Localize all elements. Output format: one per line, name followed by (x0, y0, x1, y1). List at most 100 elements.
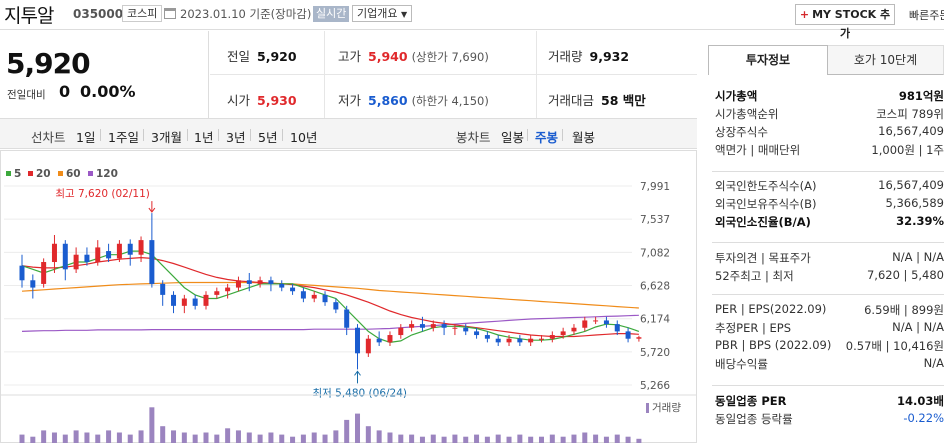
period-3y[interactable]: 3년 (226, 130, 246, 145)
info-label: PER | EPS(2022.09) (715, 302, 827, 316)
volume-bar (116, 432, 122, 443)
divider (187, 129, 188, 141)
change-value: 0 (59, 82, 71, 101)
current-price-box: 5,920 전일대비 0 0.00% (0, 31, 209, 118)
candle-body (138, 240, 144, 255)
info-value: 32.39% (896, 214, 944, 228)
volume-bar (430, 434, 436, 443)
divider (712, 385, 944, 386)
info-value: 6.59배 | 899원 (864, 303, 944, 317)
candle-daily[interactable]: 일봉 (501, 130, 525, 145)
tab-order-book[interactable]: 호가 10단계 (828, 45, 944, 75)
info-row: 52주최고 | 최저 7,620 | 5,480 (712, 267, 944, 285)
volume-bar (19, 434, 25, 443)
y-tick-label: 7,082 (640, 247, 670, 259)
candle-body (495, 338, 501, 343)
change-label: 전일대비 (7, 89, 46, 101)
add-mystock-button[interactable]: + MY STOCK 추가 (795, 4, 895, 40)
candle-body (84, 254, 90, 263)
divider (250, 129, 251, 141)
volume-bar (149, 407, 155, 443)
volume-bar (171, 430, 177, 443)
candle-body (463, 327, 469, 332)
low-arrow-head (354, 370, 361, 376)
y-tick-label: 7,537 (640, 214, 670, 226)
candle-body (51, 243, 57, 263)
realtime-button[interactable]: 실시간 (313, 6, 350, 22)
info-label: 추정PER | EPS (715, 321, 792, 335)
candle-body (268, 280, 274, 284)
divider (100, 129, 101, 141)
info-label: PBR | BPS (2022.09) (715, 338, 832, 352)
candle-body (160, 283, 166, 295)
chart-period-bar: 선차트 1일 1주일 3개월 1년 3년 5년 10년 봉차트 일봉 주봉 월봉 (0, 118, 697, 149)
candle-body (398, 327, 404, 336)
candle-body (225, 287, 231, 292)
info-value: N/A (923, 356, 944, 370)
divider (210, 74, 697, 75)
volume-bar (603, 436, 609, 443)
stock-name: 지투알 (4, 5, 54, 27)
period-1y[interactable]: 1년 (194, 130, 214, 145)
candle-body (636, 337, 642, 339)
candle-body (235, 280, 241, 288)
info-value: -0.22% (903, 411, 944, 425)
volume-bar (41, 430, 47, 443)
quick-order-link[interactable]: 빠른주문 (909, 9, 944, 22)
candle-body (192, 298, 198, 306)
legend-swatch-120 (88, 171, 93, 176)
period-10y[interactable]: 10년 (290, 130, 318, 145)
candle-monthly[interactable]: 월봉 (572, 130, 596, 145)
period-1w[interactable]: 1주일 (108, 130, 139, 145)
volume-bar (538, 436, 544, 443)
volume-bar (311, 432, 317, 443)
candle-body (560, 331, 566, 336)
volume-bar (203, 432, 209, 443)
candle-weekly[interactable]: 주봉 (535, 130, 559, 145)
high-arrow-head (148, 207, 156, 213)
stat-prev-close: 전일 5,920 (227, 49, 297, 64)
info-label: 동일업종 PER (715, 394, 787, 408)
info-value: N/A | N/A (892, 320, 944, 334)
candle-body (279, 283, 285, 288)
volume-bar (398, 434, 404, 443)
candle-body (149, 240, 155, 284)
divider (712, 171, 944, 172)
candle-body (257, 280, 263, 284)
info-value: 981억원 (898, 89, 944, 103)
info-label: 52주최고 | 최저 (715, 269, 794, 283)
stat-amount: 거래대금 58 백만 (548, 93, 646, 108)
info-row: 추정PER | EPS N/A | N/A (712, 319, 944, 337)
legend-label-20: 20 (36, 168, 51, 180)
low-annotation: 최저 5,480 (06/24) (313, 387, 408, 399)
candle-body (127, 243, 133, 255)
volume-bar (517, 434, 523, 443)
volume-bar (246, 432, 252, 443)
info-value: 5,366,589 (885, 196, 944, 210)
volume-bar (441, 436, 447, 443)
volume-bar (257, 434, 263, 443)
candle-body (593, 320, 599, 322)
price-chart-svg: 5 20 60 120 7,991 7,537 7,082 6,628 6,174 5,720 5,… (0, 150, 697, 443)
info-row: 시가총액 981억원 (712, 87, 944, 105)
period-1d[interactable]: 1일 (76, 130, 96, 145)
candle-body (376, 338, 382, 343)
candle-body (181, 298, 187, 306)
divider (143, 129, 144, 141)
info-label: 동일업종 등락률 (715, 412, 793, 426)
tab-investment-info[interactable]: 투자정보 (708, 45, 828, 75)
company-overview-label: 기업개요 (357, 7, 398, 20)
ma20-line (21, 256, 639, 338)
info-label: 시가총액순위 (715, 107, 779, 121)
volume-bar (419, 436, 425, 443)
volume-bar (387, 432, 393, 443)
info-value: 14.03배 (897, 394, 944, 408)
company-overview-dropdown[interactable]: 기업개요 ▼ (352, 5, 413, 22)
volume-legend-swatch (646, 403, 649, 413)
add-mystock-label: MY STOCK 추가 (812, 8, 891, 40)
period-3m[interactable]: 3개월 (151, 130, 182, 145)
stat-volume: 거래량 9,932 (548, 49, 630, 64)
volume-bar (160, 426, 166, 443)
stock-code: 035000 (73, 7, 124, 21)
period-5y[interactable]: 5년 (258, 130, 278, 145)
